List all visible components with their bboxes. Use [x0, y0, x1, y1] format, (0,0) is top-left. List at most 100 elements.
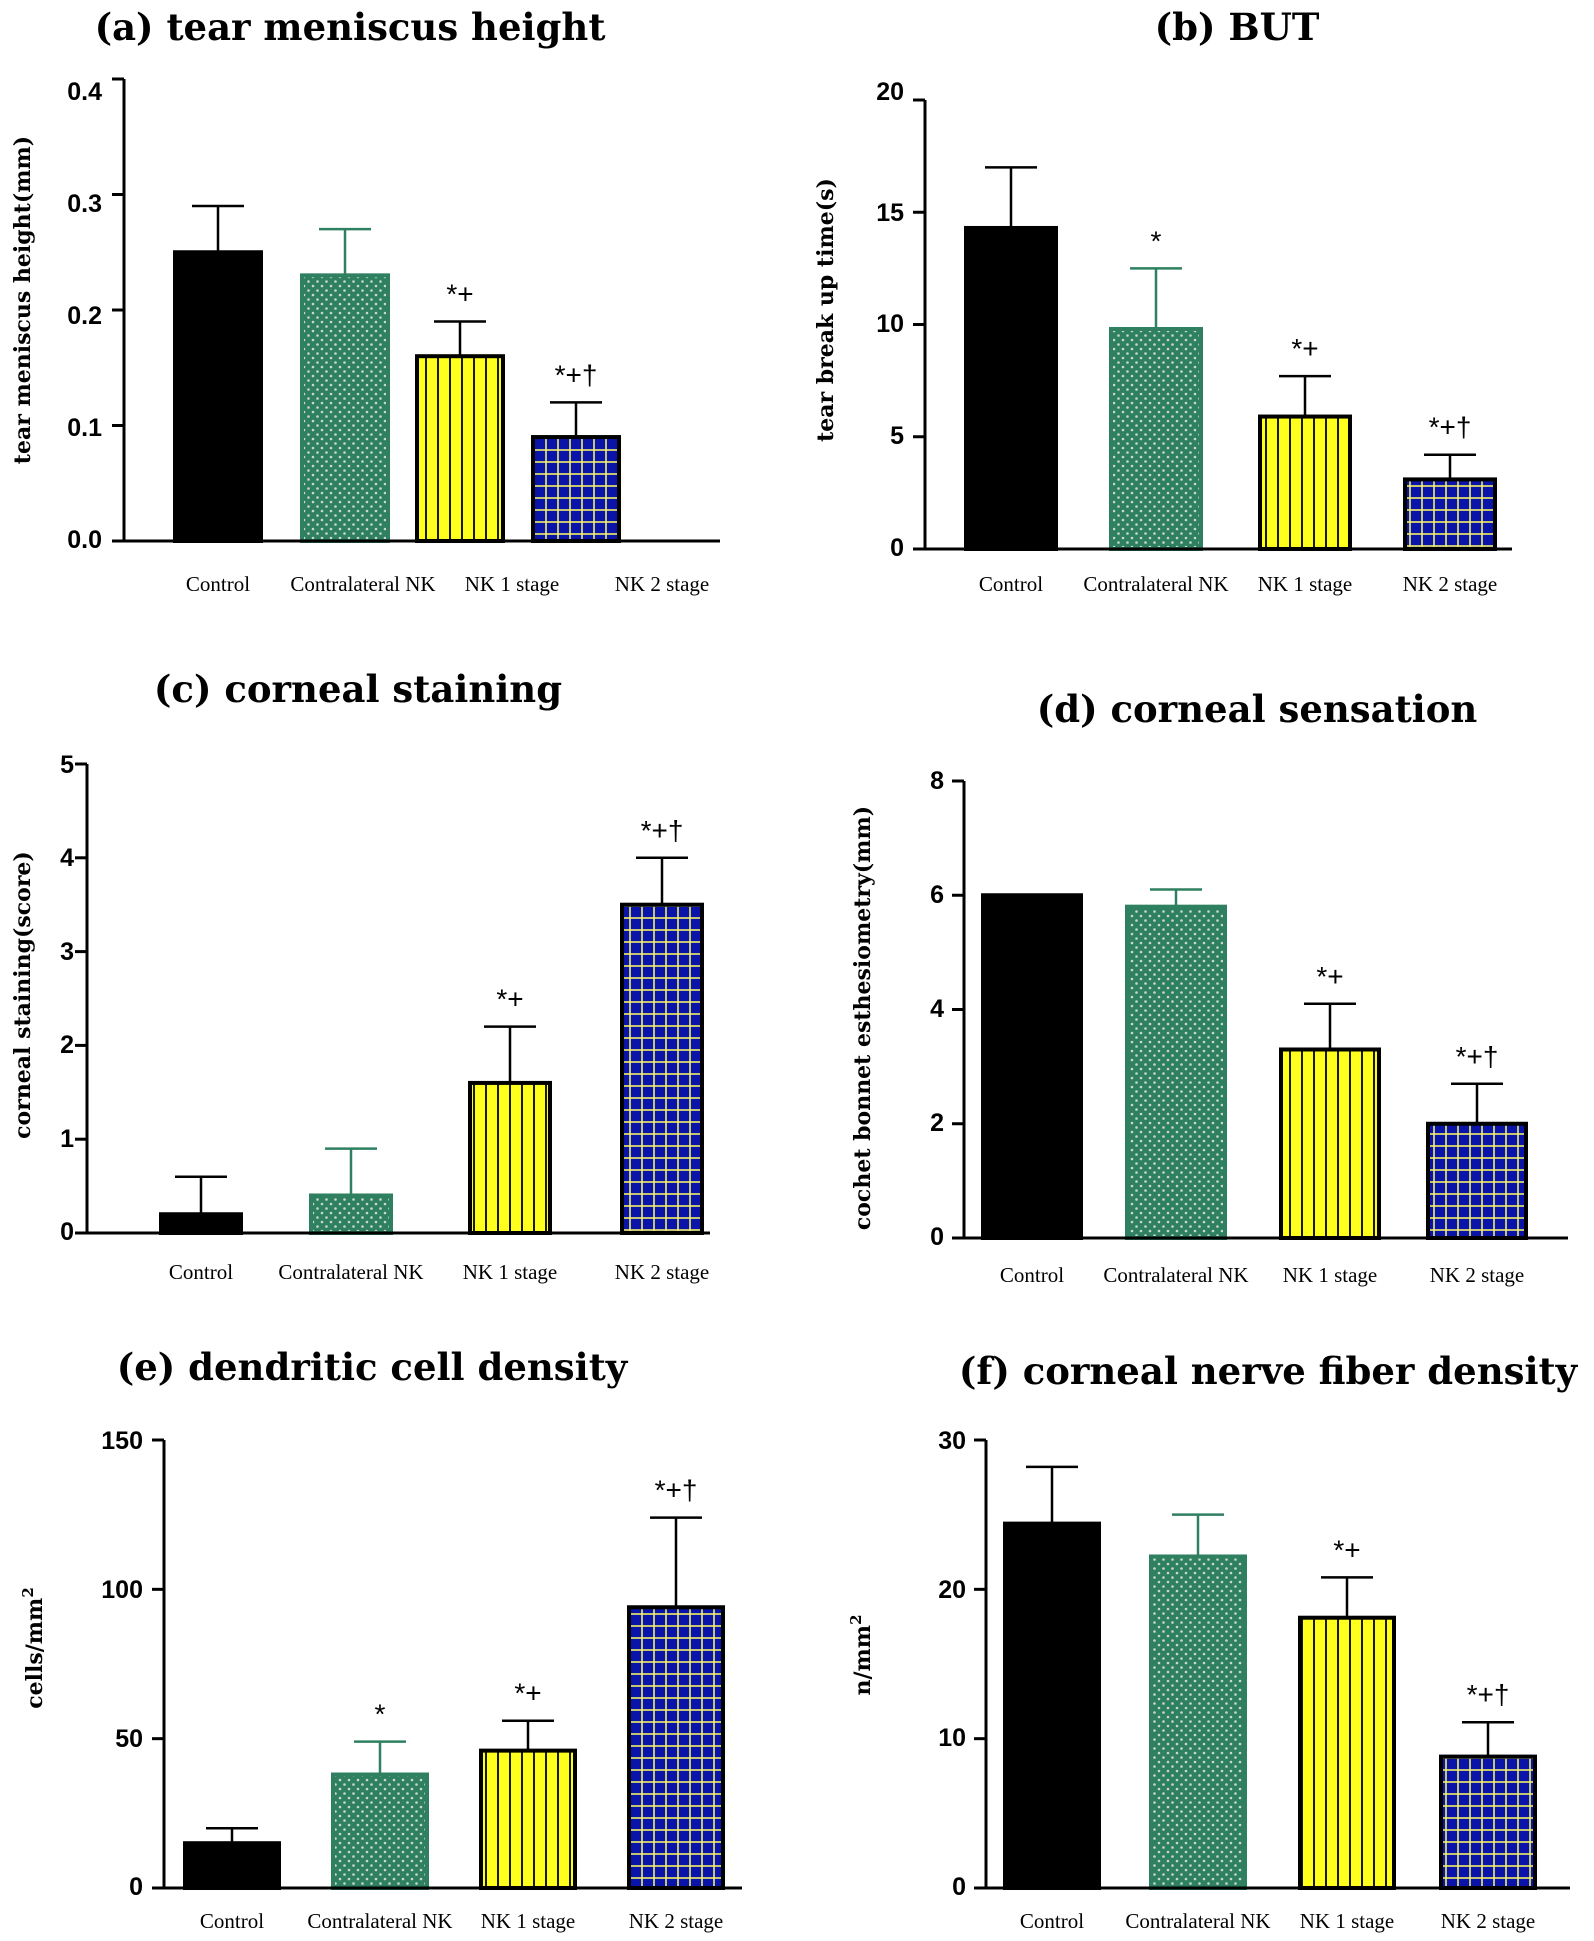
panel-e-ylabel-text: cells/mm — [22, 1598, 48, 1709]
panel-b-xtick-3: NK 2 stage — [1403, 572, 1497, 596]
panel-a-ytick-2: 0.2 — [67, 302, 102, 330]
panel-f-ylabel-superscript: 2 — [847, 1614, 865, 1624]
panel-b-ytick-4: 20 — [876, 78, 904, 106]
panel-e-xtick-1: Contralateral NK — [307, 1909, 452, 1933]
panel-b-xtick-2: NK 1 stage — [1258, 572, 1352, 596]
panel-d-xtick-3: NK 2 stage — [1430, 1263, 1524, 1287]
panel-a-xtick-1: Contralateral NK — [290, 572, 435, 596]
panel-a-ytick-1: 0.1 — [67, 414, 102, 442]
panel-c-ylabel: corneal staining(score) — [10, 851, 36, 1139]
panel-f-bar-3 — [1439, 1754, 1537, 1890]
panel-c-xtick-0: Control — [169, 1260, 233, 1284]
panel-c-bar-1 — [309, 1193, 393, 1235]
panel-f-xtick-2: NK 1 stage — [1300, 1909, 1394, 1933]
panel-f-ytick-2: 20 — [938, 1576, 966, 1604]
panel-b-ytick-3: 15 — [876, 199, 904, 227]
panel-c-title: (c) corneal staining — [154, 667, 562, 711]
panel-f-annotation-2: *+ — [1333, 1534, 1360, 1565]
panel-b: (b) BUT tear break up time(s) 20 15 10 5… — [813, 5, 1512, 596]
panel-b-ytick-0: 0 — [890, 534, 904, 562]
panel-e-xtick-0: Control — [200, 1909, 264, 1933]
panel-f-ylabel-text: n/mm — [850, 1625, 876, 1696]
panel-a-yticks: 0.4 0.3 0.2 0.1 0.0 — [67, 78, 102, 554]
panel-e-bar-1 — [331, 1772, 429, 1891]
panel-f: (f) corneal nerve fiber density n/mm2 30… — [847, 1349, 1579, 1933]
panel-f-xticks: Control Contralateral NK NK 1 stage NK 2… — [1020, 1909, 1535, 1933]
panel-c-bar-3 — [620, 902, 704, 1235]
panel-e-ytick-3: 150 — [101, 1427, 143, 1455]
panel-b-marks: * *+ *+† — [913, 98, 1512, 552]
panel-c-yticks: 5 4 3 2 1 0 — [60, 751, 74, 1246]
panel-f-ytick-0: 0 — [952, 1873, 966, 1901]
panel-e-marks: * *+ *+† — [152, 1438, 742, 1891]
panel-d-ytick-4: 8 — [930, 767, 944, 795]
panel-a-annotation-2: *+ — [446, 279, 473, 310]
panel-b-xticks: Control Contralateral NK NK 1 stage NK 2… — [979, 572, 1497, 596]
panel-c-ytick-1: 1 — [60, 1125, 74, 1153]
panel-e-ylabel: cells/mm2 — [19, 1587, 48, 1709]
panel-a: (a) tear meniscus height tear meniscus h… — [10, 5, 720, 596]
panel-a-ylabel: tear meniscus height(mm) — [10, 136, 36, 464]
panel-c-bar-2 — [468, 1080, 552, 1236]
panel-e: (e) dendritic cell density cells/mm2 150… — [19, 1345, 742, 1933]
panel-d-xtick-0: Control — [1000, 1263, 1064, 1287]
panel-a-title: (a) tear meniscus height — [95, 5, 606, 49]
panel-e-ylabel-superscript: 2 — [19, 1587, 37, 1597]
panel-e-ytick-1: 50 — [115, 1725, 143, 1753]
panel-d-bar-1 — [1125, 904, 1227, 1240]
panel-d-ytick-0: 0 — [930, 1223, 944, 1251]
panel-c: (c) corneal staining corneal staining(sc… — [10, 667, 710, 1284]
panel-f-yticks: 30 20 10 0 — [938, 1427, 966, 1901]
panel-e-annotation-3: *+† — [655, 1475, 698, 1506]
panel-d-bar-0 — [981, 893, 1083, 1240]
panel-a-xtick-3: NK 2 stage — [615, 572, 709, 596]
panel-a-xticks: Control Contralateral NK NK 1 stage NK 2… — [186, 572, 709, 596]
panel-c-xtick-2: NK 1 stage — [463, 1260, 557, 1284]
panel-e-xtick-2: NK 1 stage — [481, 1909, 575, 1933]
panel-b-annotation-1: * — [1151, 225, 1162, 256]
panel-d-marks: *+ *+† — [952, 779, 1568, 1241]
panel-c-annotation-3: *+† — [641, 815, 684, 846]
panel-b-ytick-2: 10 — [876, 310, 904, 338]
panel-d-ytick-2: 4 — [930, 995, 944, 1023]
panel-b-annotation-2: *+ — [1291, 333, 1318, 364]
panel-d-ytick-3: 6 — [930, 881, 944, 909]
panel-b-bar-1 — [1109, 326, 1203, 551]
panel-c-annotation-2: *+ — [496, 984, 523, 1015]
panel-e-annotation-2: *+ — [514, 1678, 541, 1709]
panel-a-bar-1 — [300, 273, 390, 543]
panel-c-bar-0 — [159, 1212, 243, 1235]
panel-b-xtick-0: Control — [979, 572, 1043, 596]
panel-c-ytick-5: 5 — [60, 751, 74, 779]
panel-b-annotation-3: *+† — [1429, 412, 1472, 443]
panel-c-marks: *+ *+† — [75, 762, 710, 1236]
panel-b-title: (b) BUT — [1155, 5, 1320, 49]
panel-e-title: (e) dendritic cell density — [117, 1345, 629, 1389]
panel-b-bar-3 — [1403, 477, 1497, 551]
panel-b-xtick-1: Contralateral NK — [1083, 572, 1228, 596]
panel-f-ytick-3: 30 — [938, 1427, 966, 1455]
panel-f-xtick-1: Contralateral NK — [1125, 1909, 1270, 1933]
panel-f-ylabel: n/mm2 — [847, 1614, 876, 1695]
panel-a-ytick-0: 0.0 — [67, 526, 102, 554]
panel-a-annotation-3: *+† — [555, 359, 598, 390]
panel-f-xtick-3: NK 2 stage — [1441, 1909, 1535, 1933]
panel-a-ytick-3: 0.3 — [67, 190, 102, 218]
panel-c-xtick-3: NK 2 stage — [615, 1260, 709, 1284]
panel-e-annotation-1: * — [375, 1699, 386, 1730]
panel-f-bar-0 — [1003, 1521, 1101, 1891]
panel-d-xtick-2: NK 1 stage — [1283, 1263, 1377, 1287]
panel-d-xtick-1: Contralateral NK — [1103, 1263, 1248, 1287]
panel-d-ylabel: cochet bonnet esthesiometry(mm) — [850, 806, 876, 1230]
panel-c-xtick-1: Contralateral NK — [278, 1260, 423, 1284]
panel-e-xticks: Control Contralateral NK NK 1 stage NK 2… — [200, 1909, 723, 1933]
panel-a-xtick-0: Control — [186, 572, 250, 596]
panel-e-bar-0 — [183, 1841, 281, 1890]
panel-d-xticks: Control Contralateral NK NK 1 stage NK 2… — [1000, 1263, 1524, 1287]
panel-e-yticks: 150 100 50 0 — [101, 1427, 143, 1901]
panel-f-bar-2 — [1298, 1615, 1396, 1890]
panel-d-bar-3 — [1426, 1121, 1528, 1240]
panel-d-annotation-3: *+† — [1456, 1041, 1499, 1072]
panel-d-yticks: 8 6 4 2 0 — [930, 767, 944, 1251]
